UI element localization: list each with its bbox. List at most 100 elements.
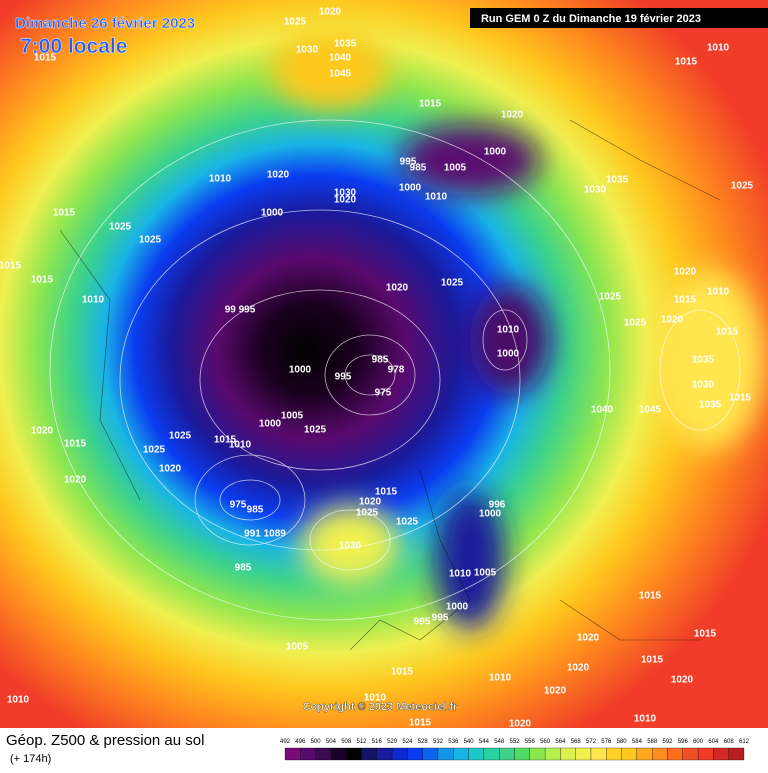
legend-level: 504 [326, 739, 337, 745]
isobar-label: 1015 [391, 667, 414, 678]
isobar-label: 1010 [425, 192, 448, 203]
geopotential-field [0, 0, 768, 730]
isobar-label: 1025 [109, 222, 132, 233]
legend-level: 584 [632, 739, 643, 745]
isobar-label: 1020 [567, 663, 590, 674]
isobar-label: 1025 [396, 517, 419, 528]
legend-level: 568 [571, 739, 582, 745]
isobar-label: 1015 [716, 327, 739, 338]
legend-swatch [544, 747, 561, 761]
isobar-label: 995 [432, 613, 449, 624]
isobar-label: 1015 [729, 393, 752, 404]
map-time: 7:00 locale [20, 35, 127, 58]
high-blob [270, 30, 390, 110]
isobar-label: 1010 [497, 325, 520, 336]
legend-swatch [422, 747, 439, 761]
isobar-label: 1015 [31, 275, 54, 286]
isobar-label: 1020 [386, 283, 409, 294]
isobar-label: 1015 [641, 655, 664, 666]
legend-level: 532 [433, 739, 444, 745]
isobar-label: 1015 [639, 591, 662, 602]
legend-level: 556 [525, 739, 536, 745]
isobar-label: 1000 [484, 147, 507, 158]
legend-level: 604 [708, 739, 719, 745]
isobar-label: 1015 [675, 57, 698, 68]
legend-swatch [514, 747, 530, 761]
isobars [49, 119, 741, 621]
isobar-label: 975 [375, 388, 392, 399]
isobar-label: 1020 [319, 7, 342, 18]
isobar-label: 1005 [444, 163, 467, 174]
legend-swatch [499, 747, 515, 761]
legend-swatch [376, 747, 393, 761]
isobar-label: 1045 [329, 69, 352, 80]
legend-swatch [315, 747, 332, 761]
run-info: Run GEM 0 Z du Dimanche 19 février 2023 [481, 13, 701, 25]
legend-swatch [652, 747, 668, 761]
legend-level: 552 [509, 739, 520, 745]
legend-swatch [346, 747, 362, 761]
low-blob [470, 285, 550, 395]
legend-level: 564 [555, 739, 566, 745]
isobar-label: 1040 [329, 53, 352, 64]
high-blob [655, 270, 765, 450]
copyright: Copyright © 2023 Meteociel.fr [303, 701, 459, 713]
legend-swatch [468, 747, 485, 761]
legend-swatch [606, 747, 622, 761]
isobar-label: 985 [410, 163, 427, 174]
isobar-label: 1020 [674, 267, 697, 278]
legend-swatch [667, 747, 683, 761]
isobar-label: 1020 [501, 110, 524, 121]
isobar-label: 1015 [64, 439, 87, 450]
isobar-label: 1010 [209, 174, 232, 185]
isobar-label: 1040 [591, 405, 614, 416]
isobar-label: 1025 [304, 425, 327, 436]
legend-level: 588 [647, 739, 658, 745]
isobar-label: 1010 [82, 295, 105, 306]
legend-swatch [330, 747, 347, 761]
isobar-label: 1000 [399, 183, 422, 194]
isobar-label: 1020 [577, 633, 600, 644]
isobar-label: 1000 [479, 509, 502, 520]
isobar-label: 991 1089 [244, 529, 286, 540]
isobar-label: 1035 [692, 355, 715, 366]
legend-level: 572 [586, 739, 597, 745]
isobar-label: 1010 [449, 569, 472, 580]
isobar-label: 1010 [364, 693, 387, 704]
isobar-label: 1000 [446, 602, 469, 613]
isobar-label: 1045 [639, 405, 662, 416]
legend-level: 612 [739, 739, 750, 745]
isobar-label: 1020 [661, 315, 684, 326]
isobar-label: 1035 [606, 175, 629, 186]
legend-level: 496 [295, 739, 306, 745]
legend-level: 576 [601, 739, 612, 745]
isobar-label: 1030 [334, 188, 357, 199]
isobar-label: 1020 [544, 686, 567, 697]
isobar-label: 995 [400, 157, 417, 168]
legend-swatch [300, 747, 316, 761]
legend-swatch [682, 747, 699, 761]
legend-level: 540 [464, 739, 475, 745]
legend-level: 520 [387, 739, 398, 745]
isobar-label: 1025 [139, 235, 162, 246]
isobar-label: 1025 [284, 17, 307, 28]
legend-level: 536 [448, 739, 459, 745]
isobar-label: 1020 [159, 464, 182, 475]
isobar-label: 1020 [671, 675, 694, 686]
isobar-label: 1000 [259, 419, 282, 430]
isobar-label: 1035 [699, 400, 722, 411]
field-details [270, 30, 765, 630]
isobar-label: 985 [247, 505, 264, 516]
isobar-label: 1035 [334, 39, 357, 50]
isobar-label: 1010 [7, 695, 30, 706]
legend-swatch [697, 747, 714, 761]
isobar-label: 1030 [692, 380, 715, 391]
map-date: Dimanche 26 février 2023 [15, 15, 195, 32]
legend-swatch [437, 747, 454, 761]
isobar-label: 1015 [34, 53, 57, 64]
low-blob [400, 125, 540, 195]
legend-level: 560 [540, 739, 551, 745]
isobar-label: 1015 [409, 718, 432, 729]
legend-level: 580 [617, 739, 628, 745]
